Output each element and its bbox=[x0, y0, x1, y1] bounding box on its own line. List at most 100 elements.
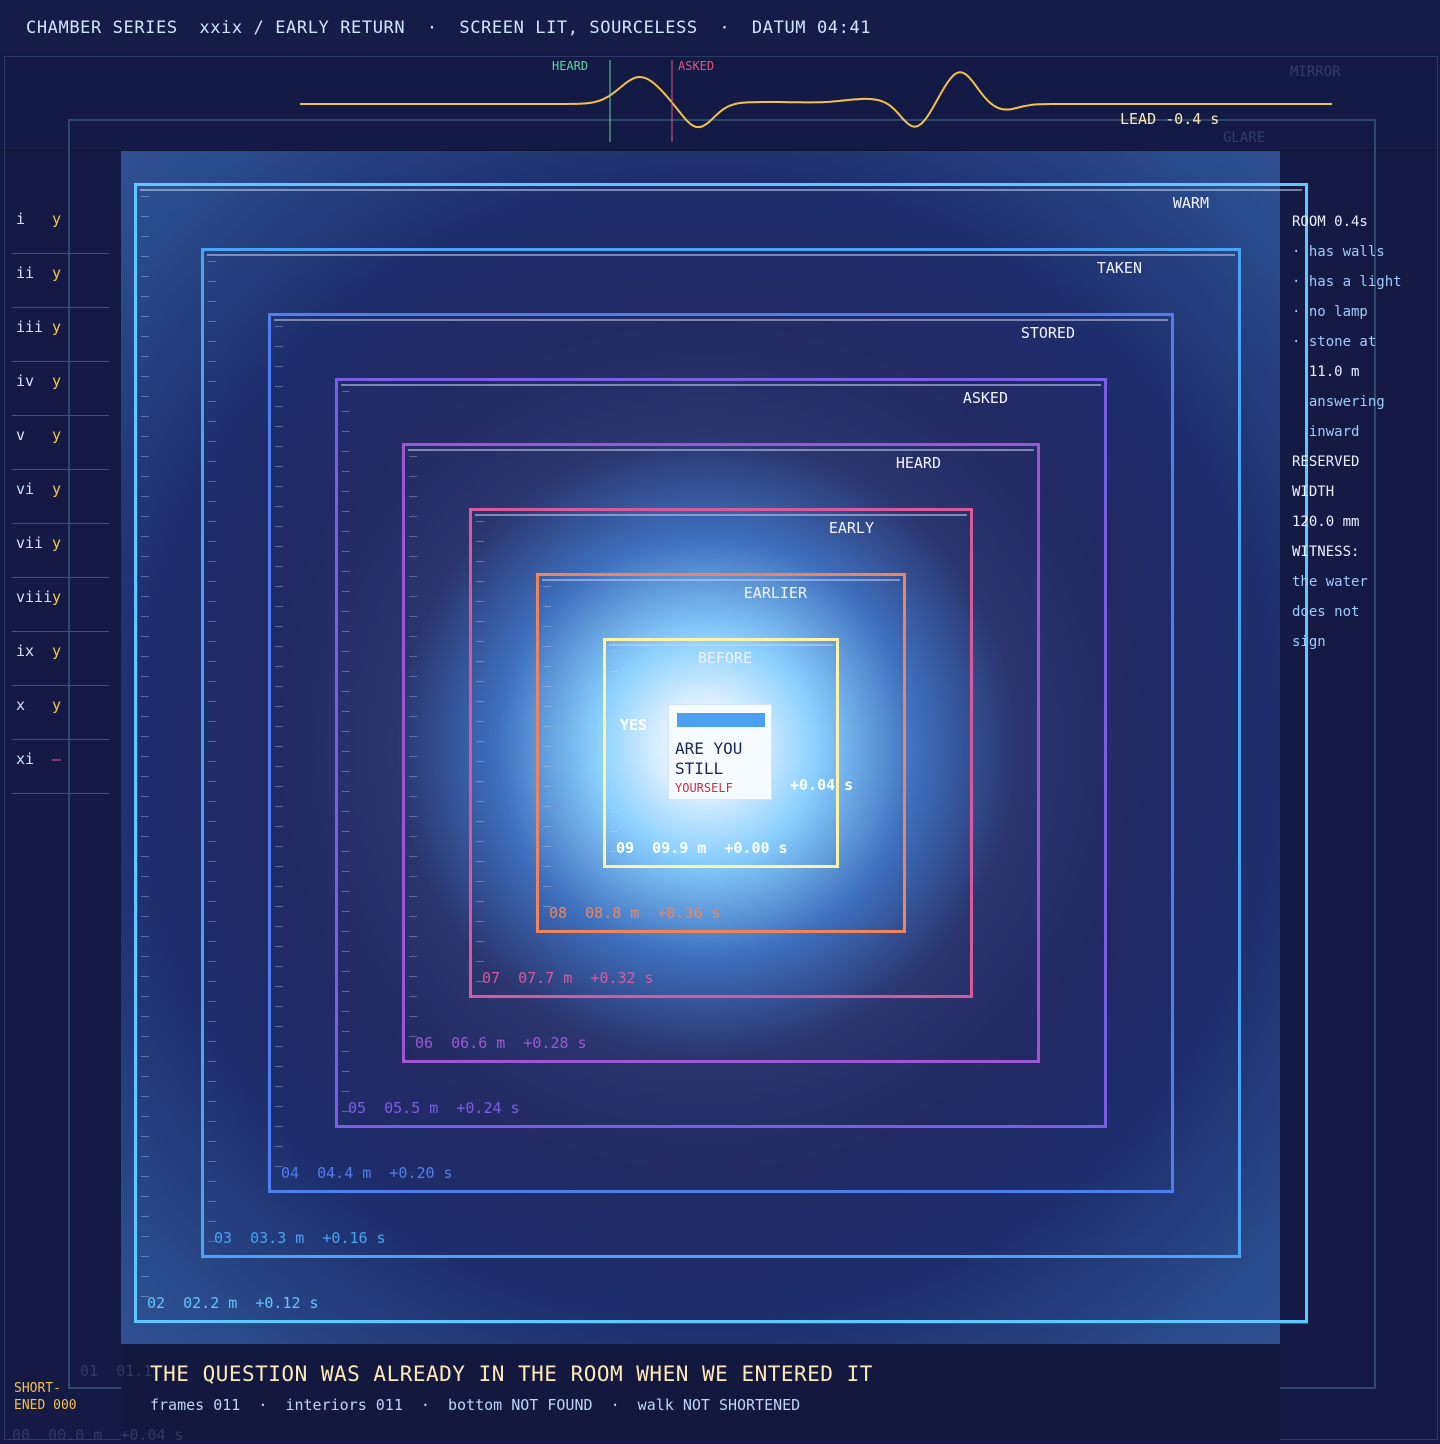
left-index-list: i y ii y iii y iv y v y vi y vii y viii y ix y x y xi — bbox=[12, 200, 109, 794]
frame-tick-scale bbox=[543, 586, 551, 920]
index-number: v bbox=[16, 426, 26, 444]
index-mark: y bbox=[52, 534, 62, 552]
note-line: · stone at bbox=[1292, 334, 1377, 350]
frame-inner-edge bbox=[341, 384, 1101, 386]
index-mark: y bbox=[52, 318, 62, 336]
note-line: ROOM 0.4s bbox=[1292, 214, 1368, 230]
index-number: ii bbox=[16, 264, 35, 282]
frame-inner-edge bbox=[408, 449, 1034, 451]
index-mark: y bbox=[52, 480, 62, 498]
note-line: 120.0 mm bbox=[1292, 514, 1360, 530]
frame-inner-edge bbox=[609, 644, 833, 646]
index-number: vii bbox=[16, 534, 44, 552]
frame-tick-scale bbox=[476, 521, 484, 985]
frame-tick-scale bbox=[610, 651, 618, 855]
frame-name-label: EARLIER bbox=[743, 584, 807, 602]
frame-inner-edge bbox=[542, 579, 900, 581]
index-mark: y bbox=[52, 426, 62, 444]
shortened-counter: SHORT- ENED 000 bbox=[14, 1381, 77, 1413]
waveform-chart: HEARD ASKED LEAD -0.4 s bbox=[300, 59, 1332, 142]
index-number: iii bbox=[16, 318, 44, 336]
frame-tick-scale bbox=[409, 456, 417, 1050]
frame-heard: HEARD 06 06.6 m +0.28 s bbox=[402, 443, 1040, 1063]
index-number: i bbox=[16, 210, 26, 228]
dialog-line-2: STILL bbox=[675, 759, 724, 778]
frame-warm: WARM 02 02.2 m +0.12 s bbox=[134, 183, 1308, 1323]
frame-inner-edge bbox=[207, 254, 1235, 256]
frame-earlier: EARLIER 08 08.8 m +0.36 s bbox=[536, 573, 906, 933]
frame-tick-scale bbox=[342, 391, 350, 1115]
frame-name-label: STORED bbox=[1020, 324, 1075, 342]
frame-stored: STORED 04 04.4 m +0.20 s bbox=[268, 313, 1174, 1193]
frame-readout: 08 08.8 m +0.36 s bbox=[549, 904, 721, 922]
index-mark: y bbox=[52, 210, 62, 228]
index-row: ix y bbox=[12, 632, 109, 686]
note-line: the water bbox=[1292, 574, 1368, 590]
asked-marker-label: ASKED bbox=[678, 59, 714, 73]
glare-label: GLARE bbox=[1223, 130, 1266, 146]
index-number: xi bbox=[16, 750, 35, 768]
index-row: vii y bbox=[12, 524, 109, 578]
status-line: frames 011 · interiors 011 · bottom NOT … bbox=[150, 1396, 801, 1414]
frame-name-label: EARLY bbox=[828, 519, 874, 537]
frame-tick-scale bbox=[141, 196, 149, 1310]
note-line: sign bbox=[1292, 634, 1326, 650]
index-mark: y bbox=[52, 264, 62, 282]
index-number: iv bbox=[16, 372, 35, 390]
index-number: viii bbox=[16, 588, 53, 606]
note-line: 11.0 m bbox=[1292, 364, 1360, 380]
page-title: CHAMBER SERIES xxix / EARLY RETURN · SCR… bbox=[26, 18, 872, 38]
ghost-frame-01-readout: 01 01.1 bbox=[80, 1362, 153, 1380]
mirror-label: MIRROR bbox=[1290, 64, 1341, 80]
note-line: WITNESS: bbox=[1292, 544, 1360, 560]
note-line: WIDTH bbox=[1292, 484, 1335, 500]
index-mark: — bbox=[52, 750, 62, 768]
index-row: vi y bbox=[12, 470, 109, 524]
index-row: xi — bbox=[12, 740, 109, 794]
lead-readout: LEAD -0.4 s bbox=[1120, 110, 1219, 128]
frame-name-label: TAKEN bbox=[1096, 259, 1142, 277]
heard-marker-label: HEARD bbox=[552, 59, 588, 73]
dialog-line-3: YOURSELF bbox=[675, 781, 733, 795]
frame-readout: 04 04.4 m +0.20 s bbox=[281, 1164, 453, 1182]
frame-readout: 03 03.3 m +0.16 s bbox=[214, 1229, 386, 1247]
note-line: · has a light bbox=[1292, 274, 1402, 290]
waveform-strip bbox=[0, 54, 1440, 151]
index-row: iii y bbox=[12, 308, 109, 362]
ghost-frame-00-readout: 00 00.0 m +0.04 s bbox=[12, 1426, 184, 1444]
frame-readout: 06 06.6 m +0.28 s bbox=[415, 1034, 587, 1052]
caption-band bbox=[121, 1344, 1280, 1440]
frame-inner-edge bbox=[140, 189, 1302, 191]
frame-name-label: HEARD bbox=[895, 454, 941, 472]
yes-label: YES bbox=[620, 716, 648, 734]
question-dialog: ARE YOU STILL YOURSELF bbox=[668, 704, 772, 800]
index-number: ix bbox=[16, 642, 35, 660]
dialog-line-1: ARE YOU bbox=[675, 739, 743, 758]
note-line: · has walls bbox=[1292, 244, 1385, 260]
index-mark: y bbox=[52, 372, 62, 390]
index-mark: y bbox=[52, 696, 62, 714]
frame-tick-scale bbox=[275, 326, 283, 1180]
frame-name-label: WARM bbox=[1172, 194, 1209, 212]
frame-early: EARLY 07 07.7 m +0.32 s bbox=[469, 508, 973, 998]
note-line: answering bbox=[1292, 394, 1385, 410]
frame-inner-edge bbox=[475, 514, 967, 516]
note-line: · no lamp bbox=[1292, 304, 1368, 320]
frame-readout: 05 05.5 m +0.24 s bbox=[348, 1099, 520, 1117]
frame-asked: ASKED 05 05.5 m +0.24 s bbox=[335, 378, 1107, 1128]
index-row: iv y bbox=[12, 362, 109, 416]
frame-name-label: BEFORE bbox=[697, 649, 752, 667]
frame-readout: 07 07.7 m +0.32 s bbox=[482, 969, 654, 987]
index-number: vi bbox=[16, 480, 35, 498]
index-row: viii y bbox=[12, 578, 109, 632]
frame-before: BEFORE 09 09.9 m +0.00 s bbox=[603, 638, 839, 868]
right-notes-column: ROOM 0.4s · has walls · has a light · no la… bbox=[1292, 212, 1432, 662]
note-line: inward bbox=[1292, 424, 1360, 440]
index-mark: y bbox=[52, 588, 62, 606]
index-mark: y bbox=[52, 642, 62, 660]
delta-readout: +0.04 s bbox=[790, 776, 854, 794]
frame-tick-scale bbox=[208, 261, 216, 1245]
